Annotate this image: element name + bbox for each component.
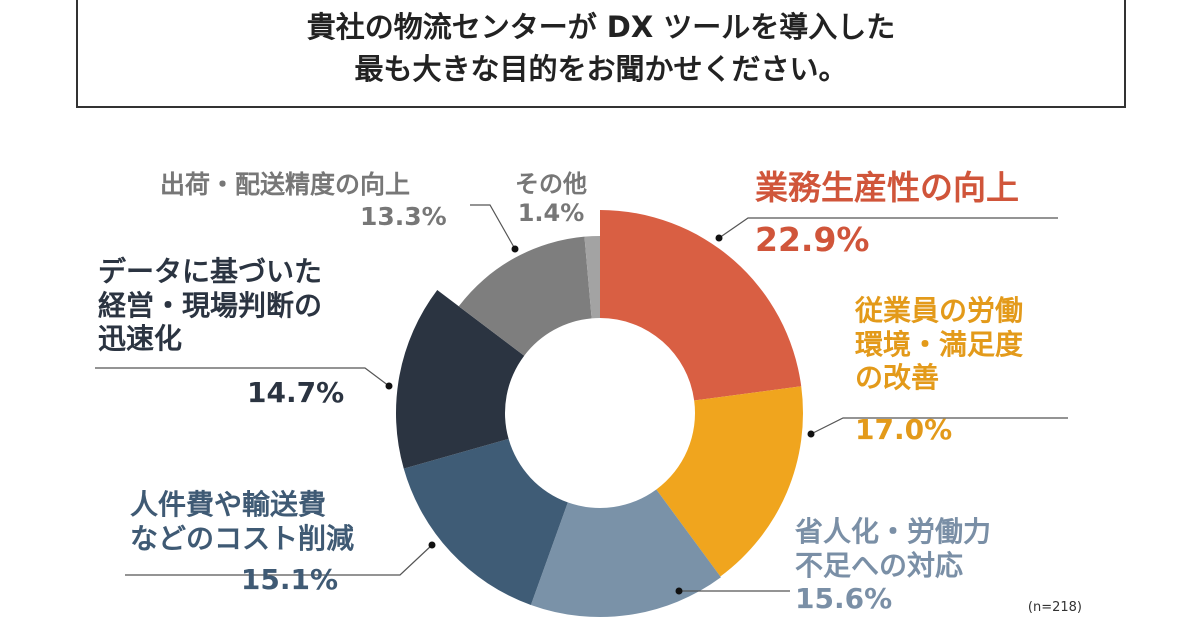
leader-dot [511, 245, 519, 253]
donut-slice [458, 236, 592, 356]
label-other: その他 1.4% [515, 170, 587, 228]
label-text: 省人化・労働力 [795, 515, 992, 548]
donut-slice [600, 210, 802, 401]
label-labor-shortage: 省人化・労働力 不足への対応 15.6% [795, 515, 991, 616]
leader-dot [428, 541, 436, 549]
label-productivity: 業務生産性の向上 22.9% [755, 168, 1019, 259]
label-text: 出荷・配送精度の向上 [160, 170, 411, 199]
label-text: 人件費や輸送費 [130, 488, 327, 521]
label-cost-reduction: 人件費や輸送費 などのコスト削減 15.1% [130, 488, 354, 597]
data-label: 15.1% [240, 563, 339, 597]
label-text: 業務生産性の向上 [755, 168, 1019, 207]
title-line-2: 最も大きな目的をお聞かせください。 [354, 52, 848, 86]
leader-dot [675, 587, 683, 595]
title-line-1: 貴社の物流センターが DX ツールを導入した [306, 10, 896, 44]
donut-slice [396, 290, 525, 469]
label-text: 迅速化 [98, 322, 183, 356]
label-text: の改善 [855, 361, 940, 395]
label-text: データに基づいた [98, 255, 323, 288]
label-data-driven: データに基づいた 経営・現場判断の 迅速化 [98, 255, 322, 356]
data-label: 22.9% [755, 219, 870, 259]
label-employee-satisfaction: 従業員の労働 環境・満足度 の改善 17.0% [855, 294, 1023, 446]
data-label: 17.0% [855, 412, 953, 446]
leader-line [95, 367, 390, 387]
leader-line [718, 217, 1058, 239]
label-text: 経営・現場判断の [98, 288, 323, 322]
label-text: 従業員の労働 [855, 294, 1024, 327]
leader-line [125, 544, 433, 576]
leader-dot [807, 430, 815, 438]
leader-dot [715, 234, 723, 242]
label-text: その他 [515, 170, 587, 198]
donut-slice [656, 386, 804, 577]
donut-slice [584, 236, 600, 319]
data-label-data-driven: 14.7% [247, 376, 345, 409]
label-shipping-accuracy: 出荷・配送精度の向上 [160, 170, 410, 200]
data-label-shipping-accuracy: 13.3% [360, 202, 447, 231]
label-text: などのコスト削減 [130, 521, 355, 555]
donut-slice [403, 438, 568, 605]
question-title-box: 貴社の物流センターが DX ツールを導入した 最も大きな目的をお聞かせください。 [76, 0, 1126, 108]
leader-dot [385, 382, 393, 390]
donut-slice [530, 489, 721, 618]
leader-line [470, 204, 516, 250]
sample-size-note: (n=218) [1027, 600, 1082, 615]
data-label: 15.6% [795, 582, 893, 616]
label-text: 不足への対応 [795, 548, 964, 582]
data-label: 1.4% [517, 198, 585, 227]
leader-line [810, 417, 1068, 435]
label-text: 環境・満足度 [855, 327, 1024, 361]
